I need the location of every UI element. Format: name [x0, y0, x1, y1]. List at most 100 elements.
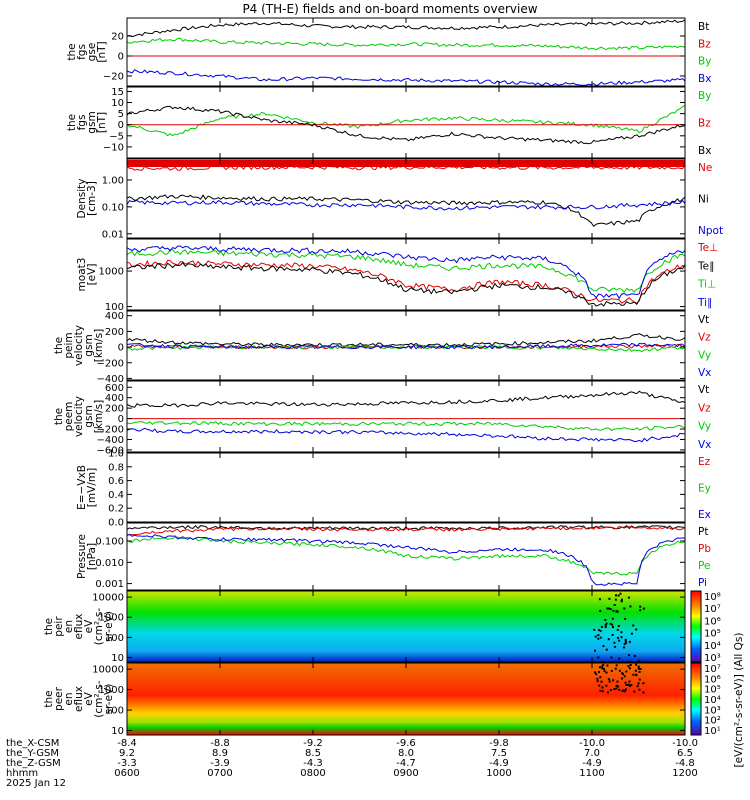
y-tick-label: 0.100 [95, 536, 124, 547]
spectrogram-speckle [606, 607, 609, 610]
legend-entry: Pt [698, 526, 708, 538]
y-axis-label: [cm-3] [86, 181, 98, 216]
y-tick-label: 1000 [99, 685, 124, 696]
spectrogram-speckle [624, 617, 627, 620]
legend-entry: Vy [698, 349, 711, 361]
spectrogram-speckle [625, 670, 628, 673]
spectrogram-speckle [617, 636, 619, 639]
y-axis-label: gsm [83, 334, 95, 356]
spectrogram-speckle [642, 607, 645, 610]
y-axis-label: peim [63, 332, 75, 358]
spectrogram-speckle [632, 624, 635, 627]
spectrogram-speckle [633, 690, 636, 693]
panel-frame [126, 158, 686, 239]
y-tick-label: 0.8 [108, 462, 124, 473]
spectrogram-speckle [605, 671, 608, 674]
x-axis-row-name: the_X-CSM [6, 738, 59, 749]
spectrogram-speckle [615, 594, 617, 597]
spectrogram-speckle [599, 689, 602, 692]
spectrogram-speckle [595, 673, 598, 676]
spectrogram-speckle [624, 688, 627, 691]
series-line-Ni [126, 194, 686, 228]
y-axis-label: [nT] [96, 41, 108, 62]
y-tick-label: 10 [111, 653, 124, 664]
series-line-Ti⊥ [126, 249, 686, 293]
x-tick-label: 0700 [207, 768, 232, 779]
y-tick-label: 0 [118, 343, 124, 354]
y-axis-label: [km/s] [93, 400, 105, 434]
y-axis-label: gse [86, 43, 98, 62]
spectrogram-speckle [611, 623, 614, 626]
x-tick-label: -4.8 [675, 758, 695, 769]
y-axis-label: eV [83, 691, 95, 705]
spectrogram-speckle [606, 691, 609, 694]
colorbar-tick-label: 10¹ [704, 726, 721, 737]
spectrogram-speckle [600, 680, 603, 683]
y-axis-label: [eV] [86, 264, 98, 286]
spectrogram-speckle [628, 654, 630, 657]
legend-entry: By [698, 56, 711, 68]
spectrogram-speckle [597, 656, 600, 659]
x-tick-label: -4.9 [489, 758, 509, 769]
y-axis-label: (cm²-s- [93, 680, 105, 718]
y-tick-label: −200 [97, 358, 124, 369]
spectrogram-speckle [624, 681, 627, 684]
spectrogram-speckle [639, 605, 642, 608]
series-line-Vx [126, 342, 686, 350]
y-axis-label: eflux [73, 686, 85, 712]
y-axis-label: Pressure [76, 534, 88, 579]
spectrogram-speckle [599, 676, 602, 679]
spectrogram-speckle [623, 643, 626, 646]
x-tick-label: -8.4 [117, 738, 137, 749]
spectrogram-speckle [632, 673, 635, 676]
series-line-Te⊥ [126, 259, 686, 304]
spectrogram-speckle [605, 648, 608, 651]
x-tick-label: 8.9 [212, 748, 228, 759]
colorbar [690, 590, 702, 663]
colorbar-tick-label: 10⁴ [704, 641, 721, 652]
legend-entry: Npot [698, 225, 723, 237]
spectrogram-speckle [623, 646, 625, 649]
x-tick-label: 0600 [114, 768, 139, 779]
spectrogram-speckle [623, 607, 626, 610]
spectrogram-speckle [594, 671, 596, 674]
spectrogram-speckle [621, 690, 624, 693]
spectrogram-speckle [635, 628, 638, 631]
chart-title: P4 (TH-E) fields and on-board moments ov… [242, 2, 537, 16]
spectrogram-speckle [607, 638, 610, 641]
y-axis-label: peer [53, 686, 65, 711]
y-axis-label: the [53, 408, 65, 425]
spectrogram-speckle [598, 629, 601, 631]
y-tick-label: 600 [105, 383, 124, 394]
y-axis-label: fgs [76, 44, 88, 60]
x-tick-label: -9.2 [303, 738, 323, 749]
y-tick-label: 200 [105, 327, 124, 338]
x-axis-row-name: the_Z-GSM [6, 758, 61, 769]
series-line-Pb [126, 525, 686, 536]
x-tick-label: 1100 [579, 768, 604, 779]
panel-frame [126, 452, 686, 523]
x-tick-label: -10.0 [672, 738, 698, 749]
spectrogram-speckle [621, 598, 623, 601]
spectrogram-speckle [599, 629, 602, 632]
spectrogram-speckle [630, 684, 633, 686]
y-axis-label: (cm²-s- [93, 608, 105, 646]
x-tick-label: 0800 [300, 768, 325, 779]
spectrogram-speckle [608, 597, 611, 600]
spectrogram-speckle [605, 684, 608, 687]
y-tick-label: −400 [97, 374, 124, 385]
y-tick-label: 0 [118, 414, 124, 425]
x-tick-label: 1000 [486, 768, 511, 779]
spectrogram-speckle [615, 684, 618, 687]
colorbar-tick-label: 10⁶ [704, 616, 721, 627]
legend-entry: Pb [698, 543, 711, 555]
y-axis-label: en [63, 620, 75, 633]
x-tick-label: -3.3 [117, 758, 137, 769]
spectrogram-speckle [616, 680, 619, 683]
spectrogram-speckle [630, 632, 633, 635]
panel-frame [126, 380, 686, 453]
spectrogram-speckle [596, 677, 599, 680]
series-line-Te∥ [126, 261, 686, 307]
x-tick-label: -10.0 [579, 738, 605, 749]
